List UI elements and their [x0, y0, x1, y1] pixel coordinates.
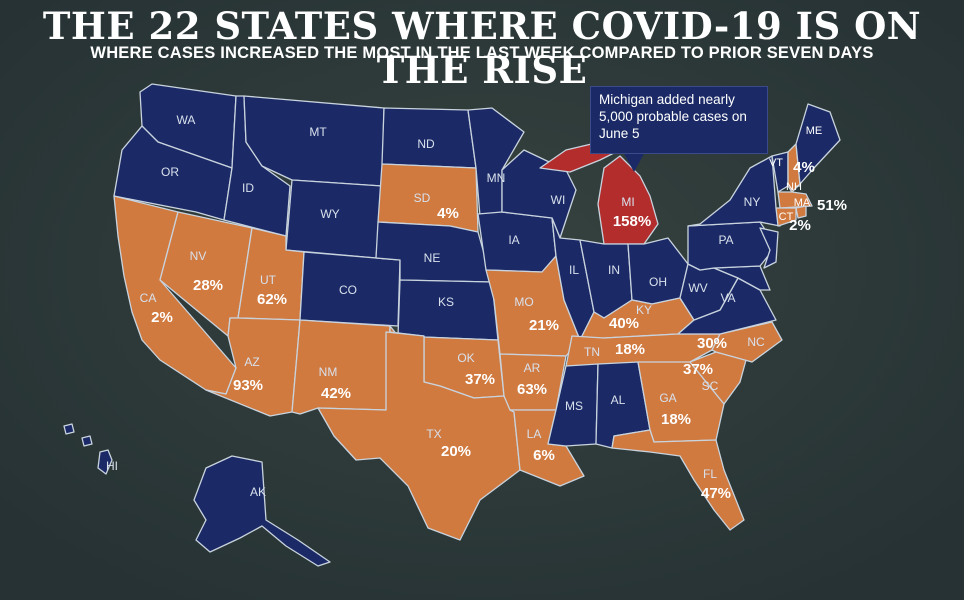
callout-pointer: [622, 150, 646, 172]
label-ca: CA: [140, 291, 157, 305]
label-co: CO: [339, 283, 357, 297]
label-in: IN: [608, 263, 620, 277]
state-ak[interactable]: [193, 455, 331, 567]
label-il: IL: [569, 263, 579, 277]
state-mi[interactable]: [597, 155, 659, 245]
label-az: AZ: [244, 355, 259, 369]
pct-ga: 18%: [661, 411, 691, 428]
label-la: LA: [527, 427, 542, 441]
pct-nc: 30%: [697, 335, 727, 352]
label-wv: WV: [688, 281, 707, 295]
label-nc: NC: [747, 335, 765, 349]
label-mn: MN: [487, 171, 506, 185]
label-ut: UT: [260, 273, 277, 287]
state-pa[interactable]: [687, 221, 777, 271]
state-ny[interactable]: [687, 155, 781, 227]
label-ar: AR: [524, 361, 541, 375]
label-id: ID: [242, 181, 254, 195]
label-fl: FL: [703, 467, 717, 481]
label-hi: HI: [106, 459, 118, 473]
state-wi[interactable]: [501, 149, 577, 239]
label-ak: AK: [250, 485, 266, 499]
label-tn: TN: [584, 345, 600, 359]
pct-ky: 40%: [609, 315, 639, 332]
label-ne: NE: [424, 251, 441, 265]
pct-ma: 51%: [817, 197, 847, 214]
label-ny: NY: [744, 195, 761, 209]
state-ri[interactable]: [795, 205, 807, 219]
label-al: AL: [611, 393, 626, 407]
pct-me: 4%: [793, 159, 815, 176]
label-or: OR: [161, 165, 179, 179]
state-tx[interactable]: [317, 331, 521, 541]
labels-layer: WA OR CA 2% NV 28% ID MT WY UT 62% AZ 93…: [106, 113, 847, 502]
label-va: VA: [720, 291, 735, 305]
label-nm: NM: [319, 365, 338, 379]
pct-tn: 18%: [615, 341, 645, 358]
state-hi-small[interactable]: [63, 423, 75, 435]
label-tx: TX: [426, 427, 441, 441]
pct-mo: 21%: [529, 317, 559, 334]
label-ks: KS: [438, 295, 454, 309]
pct-nv: 28%: [193, 277, 223, 294]
label-ky: KY: [636, 303, 652, 317]
label-mi: MI: [621, 195, 634, 209]
state-nj[interactable]: [759, 227, 779, 269]
label-ia: IA: [508, 233, 519, 247]
pct-ct: 2%: [789, 217, 811, 234]
label-mo: MO: [514, 295, 533, 309]
state-or[interactable]: [113, 125, 233, 221]
label-vt: VT: [769, 157, 783, 169]
page-title: THE 22 STATES WHERE COVID-19 IS ON THE R…: [42, 4, 922, 92]
pct-la: 6%: [533, 447, 555, 464]
state-oh[interactable]: [627, 237, 689, 305]
label-wy: WY: [320, 207, 339, 221]
label-nd: ND: [417, 137, 435, 151]
label-mt: MT: [309, 125, 327, 139]
pct-az: 93%: [233, 377, 263, 394]
pct-tx: 20%: [441, 443, 471, 460]
label-ma: MA: [794, 197, 811, 209]
label-nv: NV: [190, 249, 207, 263]
label-pa: PA: [718, 233, 733, 247]
state-me[interactable]: [795, 103, 841, 185]
pct-fl: 47%: [701, 485, 731, 502]
label-wi: WI: [551, 193, 566, 207]
state-sc[interactable]: [689, 351, 747, 405]
label-me: ME: [806, 125, 823, 137]
state-ma[interactable]: [777, 191, 813, 209]
label-sc: SC: [702, 379, 719, 393]
state-ct[interactable]: [775, 207, 797, 227]
pct-ar: 63%: [517, 381, 547, 398]
michigan-callout: Michigan added nearly 5,000 probable cas…: [590, 86, 768, 154]
page-subtitle: WHERE CASES INCREASED THE MOST IN THE LA…: [90, 44, 874, 62]
pct-ca: 2%: [151, 309, 173, 326]
label-sd: SD: [414, 191, 431, 205]
pct-sd: 4%: [437, 205, 459, 222]
pct-ut: 62%: [257, 291, 287, 308]
states-layer: [63, 83, 841, 567]
label-wa: WA: [177, 113, 196, 127]
label-ga: GA: [659, 391, 676, 405]
pct-sc: 37%: [683, 361, 713, 378]
state-fl[interactable]: [611, 429, 745, 531]
state-ks[interactable]: [397, 279, 499, 341]
pct-ok: 37%: [465, 371, 495, 388]
pct-nm: 42%: [321, 385, 351, 402]
label-nh: NH: [786, 181, 802, 193]
label-ct: CT: [779, 211, 794, 223]
pct-mi: 158%: [613, 213, 651, 230]
label-ok: OK: [457, 351, 474, 365]
state-hi[interactable]: [97, 449, 113, 475]
label-ms: MS: [565, 399, 583, 413]
label-oh: OH: [649, 275, 667, 289]
state-hi-small2[interactable]: [81, 435, 93, 447]
